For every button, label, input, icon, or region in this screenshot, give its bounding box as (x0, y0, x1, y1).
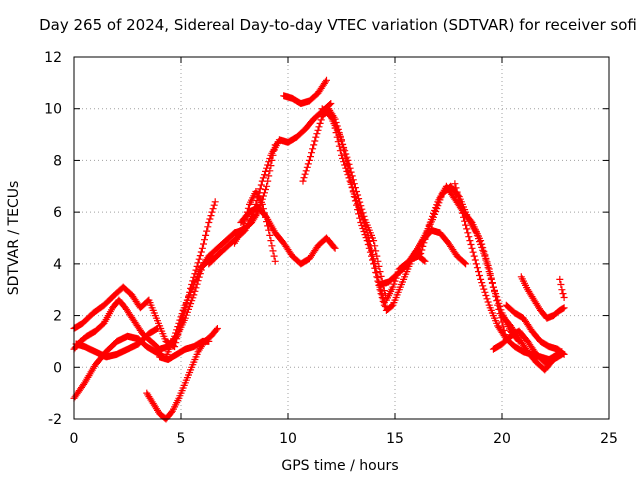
chart-title: Day 265 of 2024, Sidereal Day-to-day VTE… (39, 16, 637, 34)
y-tick-label: 0 (53, 360, 62, 376)
data-points-layer (70, 76, 568, 423)
series-track-s (498, 312, 566, 374)
series-track-v (556, 275, 568, 301)
data-point-markers (502, 301, 568, 358)
data-point-markers (280, 76, 330, 107)
y-tick-label: 6 (53, 205, 62, 221)
x-tick-label: 10 (279, 431, 297, 447)
y-tick-label: -2 (48, 412, 62, 428)
series-track-u (517, 273, 568, 322)
data-point-markers (498, 312, 566, 374)
plot-frame (73, 56, 610, 420)
series-track-f (156, 337, 213, 363)
data-point-markers (237, 203, 339, 268)
y-tick-label: 12 (44, 50, 62, 66)
y-tick-label: 8 (53, 153, 62, 169)
data-point-markers (72, 325, 161, 361)
x-axis-label: GPS time / hours (281, 458, 398, 474)
x-tick-label: 5 (177, 431, 186, 447)
data-point-markers (556, 275, 568, 301)
grid-layer (74, 57, 609, 419)
series-track-j (237, 203, 339, 268)
x-tick-label: 0 (70, 431, 79, 447)
y-tick-label: 4 (53, 257, 62, 273)
y-tick-label: 10 (44, 102, 62, 118)
x-tick-label: 20 (493, 431, 511, 447)
x-tick-label: 15 (386, 431, 404, 447)
data-point-markers (517, 273, 568, 322)
series-track-t (502, 301, 568, 358)
series-track-k (280, 76, 330, 107)
y-tick-label: 2 (53, 309, 62, 325)
y-axis-label: SDTVAR / TECUs (6, 181, 22, 296)
data-point-markers (156, 337, 213, 363)
series-track-d (72, 325, 161, 361)
ticks-layer: 0 5 10 15 20 25 -2 0 2 4 6 8 10 12 (44, 50, 618, 447)
x-tick-label: 25 (600, 431, 618, 447)
